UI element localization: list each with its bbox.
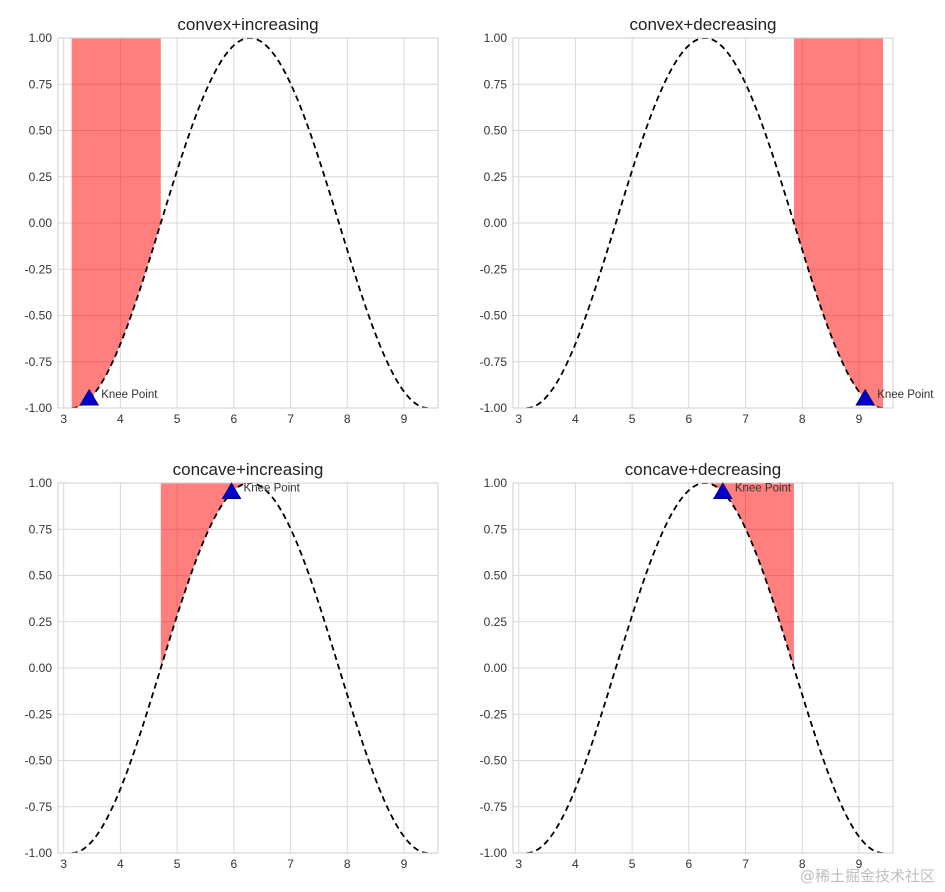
- y-tick-label: -0.50: [480, 754, 508, 768]
- knee-point-label: Knee Point: [735, 482, 792, 494]
- y-tick-label: -0.50: [480, 309, 508, 323]
- knee-point-label: Knee Point: [101, 389, 158, 401]
- y-tick-label: -0.75: [25, 355, 53, 369]
- axes-frame: [57, 37, 439, 409]
- shaded-region: [71, 38, 161, 408]
- y-tick-label: 1.00: [29, 476, 53, 490]
- knee-point-marker: [712, 482, 733, 500]
- x-tick-label: 8: [799, 412, 806, 426]
- y-tick-label: 0.25: [29, 170, 53, 184]
- y-tick-label: -0.50: [25, 309, 53, 323]
- x-tick-label: 5: [174, 412, 181, 426]
- y-tick-label: 0.50: [484, 569, 508, 583]
- x-tick-label: 7: [742, 857, 749, 871]
- y-tick-label: -0.75: [480, 800, 508, 814]
- y-tick-label: 0.00: [484, 216, 508, 230]
- curve-line: [526, 38, 884, 408]
- y-tick-label: 0.25: [484, 170, 508, 184]
- shaded-region: [704, 483, 794, 669]
- x-tick-label: 6: [230, 857, 237, 871]
- axes-frame: [57, 482, 439, 854]
- y-tick-label: 1.00: [29, 31, 53, 45]
- y-tick-label: 0.00: [484, 661, 508, 675]
- x-tick-label: 3: [515, 857, 522, 871]
- chart-panel-4: 3 4 5 6 7 8 9 1.00 0.75 0.50 0.25 0.00 -0.25 -0.50 -0.…: [480, 460, 894, 871]
- chart-panel-3: 3 4 5 6 7 8 9 1.00 0.75 0.50 0.25 0.00 -0.25 -0.50 -0.…: [25, 460, 439, 871]
- y-tick-label: -0.25: [480, 707, 508, 721]
- y-tick-label: 1.00: [484, 31, 508, 45]
- y-tick-label: 0.75: [484, 77, 508, 91]
- x-tick-label: 3: [60, 412, 67, 426]
- y-tick-label: 0.00: [29, 216, 53, 230]
- x-tick-label: 5: [629, 857, 636, 871]
- chart-title: convex+decreasing: [630, 15, 777, 34]
- y-tick-label: -1.00: [25, 846, 53, 860]
- y-tick-label: 0.75: [484, 522, 508, 536]
- chart-panel-1: 3 4 5 6 7 8 9 1.00 0.75 0.50 0.25 0.00 -0.25 -0.50 -0.…: [25, 15, 439, 426]
- x-tick-label: 3: [60, 857, 67, 871]
- x-tick-label: 8: [344, 412, 351, 426]
- x-tick-label: 7: [742, 412, 749, 426]
- shaded-region: [160, 483, 250, 668]
- x-tick-label: 4: [572, 412, 579, 426]
- y-tick-label: 0.25: [484, 615, 508, 629]
- y-tick-label: 0.50: [29, 124, 53, 138]
- y-tick-label: -0.25: [25, 707, 53, 721]
- knee-point-label: Knee Point: [244, 482, 301, 494]
- y-tick-label: 0.75: [29, 522, 53, 536]
- x-tick-label: 6: [230, 412, 237, 426]
- y-tick-label: -1.00: [480, 401, 508, 415]
- x-tick-label: 7: [287, 857, 294, 871]
- y-tick-label: -0.25: [25, 262, 53, 276]
- watermark: @稀土掘金技术社区: [799, 867, 935, 885]
- y-tick-label: 0.50: [484, 124, 508, 138]
- x-tick-label: 8: [344, 857, 351, 871]
- y-tick-label: 0.00: [29, 661, 53, 675]
- axes-frame: [512, 482, 894, 854]
- y-tick-label: -0.75: [25, 800, 53, 814]
- axes-frame: [512, 37, 894, 409]
- x-tick-label: 4: [117, 412, 124, 426]
- y-tick-label: -1.00: [25, 401, 53, 415]
- y-tick-label: -0.75: [480, 355, 508, 369]
- y-tick-label: 0.25: [29, 615, 53, 629]
- x-tick-label: 9: [401, 412, 408, 426]
- x-tick-label: 4: [117, 857, 124, 871]
- y-tick-label: 1.00: [484, 476, 508, 490]
- chart-title: concave+increasing: [173, 460, 324, 479]
- x-tick-label: 8: [799, 857, 806, 871]
- y-tick-label: 0.75: [29, 77, 53, 91]
- y-tick-label: -0.50: [25, 754, 53, 768]
- chart-title: concave+decreasing: [625, 460, 781, 479]
- chart-panel-2: 3 4 5 6 7 8 9 1.00 0.75 0.50 0.25 0.00 -0.25 -0.50 -0.…: [480, 15, 935, 426]
- knee-point-marker: [79, 388, 100, 406]
- x-tick-label: 9: [401, 857, 408, 871]
- y-tick-label: 0.50: [29, 569, 53, 583]
- x-tick-label: 6: [685, 857, 692, 871]
- x-tick-label: 9: [856, 412, 863, 426]
- curve-line: [526, 483, 884, 853]
- curve-line: [71, 38, 429, 408]
- x-tick-label: 5: [174, 857, 181, 871]
- x-tick-label: 4: [572, 857, 579, 871]
- chart-title: convex+increasing: [177, 15, 318, 34]
- knee-point-marker: [855, 388, 876, 406]
- x-tick-label: 3: [515, 412, 522, 426]
- shaded-region: [793, 38, 884, 408]
- x-tick-label: 6: [685, 412, 692, 426]
- knee-point-marker: [221, 482, 242, 500]
- y-tick-label: -1.00: [480, 846, 508, 860]
- x-tick-label: 5: [629, 412, 636, 426]
- x-tick-label: 7: [287, 412, 294, 426]
- knee-point-label: Knee Point: [877, 389, 934, 401]
- x-tick-label: 9: [856, 857, 863, 871]
- y-tick-label: -0.25: [480, 262, 508, 276]
- curve-line: [71, 483, 429, 853]
